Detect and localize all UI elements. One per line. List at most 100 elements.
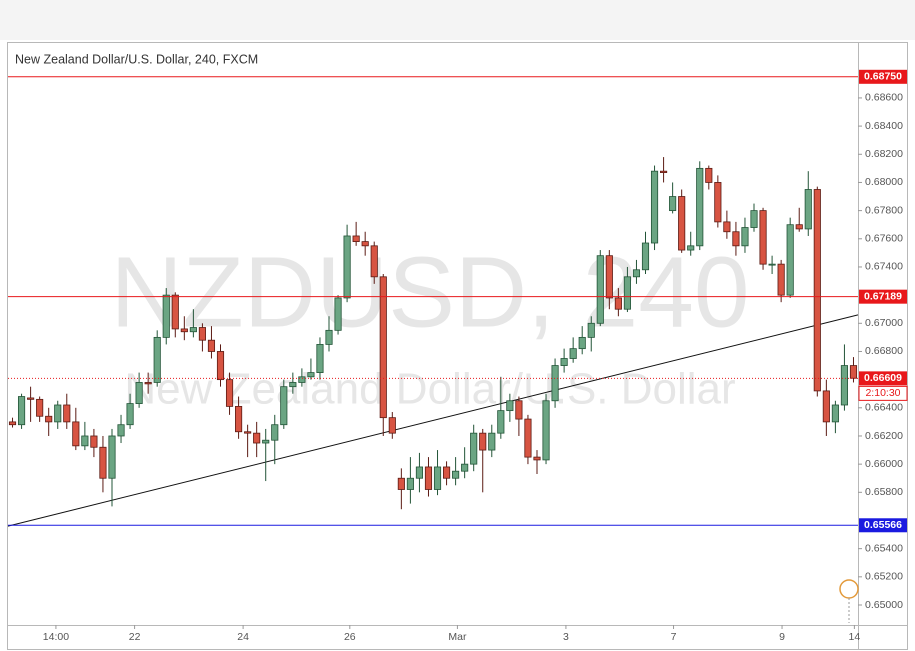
y-tick-label: 0.67000 — [865, 317, 903, 329]
x-tick-label: 9 — [779, 631, 785, 643]
candle-body — [433, 466, 442, 490]
y-tick-label: 0.67800 — [865, 204, 903, 216]
candle-body — [569, 348, 577, 359]
candle-body — [542, 400, 550, 461]
level-label: 0.68750 — [864, 71, 902, 83]
y-tick-label: 0.68400 — [865, 120, 903, 132]
candle-body — [768, 263, 776, 266]
y-tick-label: 0.65800 — [865, 486, 903, 498]
event-icon — [839, 579, 859, 599]
top-bar — [0, 0, 915, 40]
candle-body — [741, 227, 749, 247]
candle-body — [641, 242, 650, 271]
candle-body — [669, 196, 677, 212]
candle-body — [424, 466, 433, 490]
y-tick-label: 0.67600 — [865, 233, 903, 245]
candle-body — [533, 456, 541, 461]
candle-body — [307, 372, 315, 378]
candle-body — [370, 245, 378, 278]
candle-body — [235, 405, 243, 433]
candle-body — [614, 297, 622, 310]
candle-body — [298, 376, 306, 383]
x-tick-label: 26 — [344, 631, 356, 643]
candle-body — [144, 382, 152, 385]
candle-body — [171, 294, 179, 330]
candle-body — [216, 351, 225, 381]
candle-body — [777, 263, 785, 296]
candle-body — [605, 255, 613, 299]
candle-body — [660, 170, 668, 173]
candle-body — [334, 297, 342, 331]
candle-body — [162, 294, 170, 338]
y-tick-label: 0.66200 — [865, 430, 903, 442]
candle-body — [379, 276, 387, 419]
candle-body — [849, 365, 858, 379]
candle-body — [280, 386, 288, 426]
candle-body — [696, 167, 704, 247]
candle-body — [63, 404, 71, 423]
candle-body — [289, 382, 297, 388]
candle-body — [72, 421, 80, 447]
candle-body — [650, 170, 659, 244]
y-tick-label: 0.66400 — [865, 402, 903, 414]
candle-body — [596, 255, 604, 324]
candle-body — [27, 397, 35, 400]
candle-body — [225, 379, 234, 407]
x-tick-label: 24 — [237, 631, 249, 643]
x-tick-label: 14 — [849, 631, 861, 643]
level-label: 0.66609 — [864, 372, 902, 384]
candle-body — [90, 435, 98, 448]
candle-body — [479, 432, 487, 451]
x-tick-label: Mar — [448, 631, 467, 643]
candle-body — [198, 327, 206, 341]
candle-body — [732, 231, 740, 247]
candle-body — [262, 439, 270, 444]
candle-body — [153, 336, 161, 383]
candle-body — [45, 415, 53, 423]
candle-body — [54, 404, 62, 423]
candle-body — [813, 189, 821, 392]
candle-body — [705, 167, 713, 183]
y-tick-label: 0.68000 — [865, 176, 903, 188]
candle-body — [397, 477, 405, 490]
candle-body — [632, 269, 641, 278]
candle-body — [316, 344, 324, 373]
x-tick-label: 3 — [563, 631, 569, 643]
candle-body — [678, 196, 686, 251]
candle-body — [108, 435, 116, 479]
y-tick-label: 0.68600 — [865, 92, 903, 104]
trendline — [7, 314, 859, 527]
y-tick-label: 0.68200 — [865, 148, 903, 160]
candle-body — [117, 424, 125, 437]
candle-body — [506, 400, 514, 412]
chart-title: New Zealand Dollar/U.S. Dollar, 240, FXC… — [15, 52, 258, 66]
candle-body — [470, 432, 478, 465]
candle-body — [388, 417, 396, 434]
countdown: 2:10:30 — [865, 387, 900, 399]
level-label-box — [859, 69, 907, 84]
level-label: 0.65566 — [864, 519, 902, 531]
candle-body — [271, 424, 279, 441]
candle-body — [99, 446, 107, 479]
candle-body — [687, 245, 695, 251]
candle-body — [244, 431, 252, 434]
candle-body — [497, 410, 505, 434]
candle-body — [578, 336, 586, 350]
candle-body — [452, 470, 460, 479]
candle-body — [36, 398, 44, 417]
x-tick-label: 7 — [671, 631, 677, 643]
candle-body — [560, 358, 568, 366]
candle-body — [189, 327, 197, 333]
candle-body — [831, 404, 839, 423]
candle-body — [343, 235, 351, 299]
y-tick-label: 0.65200 — [865, 571, 903, 583]
candle-body — [822, 390, 830, 423]
level-label-box — [859, 289, 907, 304]
candle-body — [723, 221, 731, 233]
level-label: 0.67189 — [864, 290, 902, 302]
candle-body — [488, 432, 496, 451]
y-tick-label: 0.67400 — [865, 261, 903, 273]
level-label-box — [859, 371, 907, 386]
